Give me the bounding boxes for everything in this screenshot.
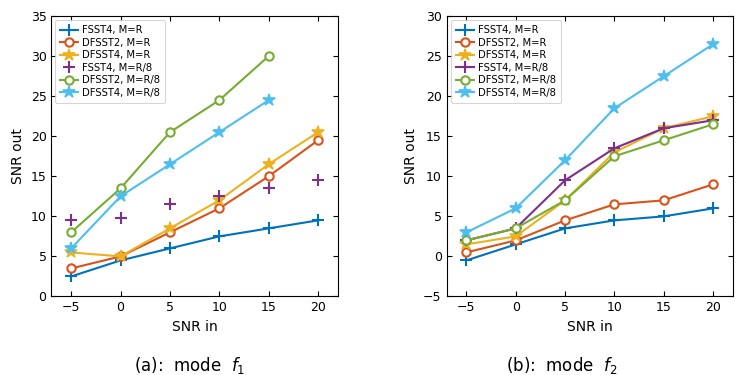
FSST4, M=R/8 bbox=[313, 178, 322, 183]
DFSST2, M=R/8 bbox=[511, 226, 520, 231]
Line: FSST4, M=R: FSST4, M=R bbox=[65, 215, 324, 282]
DFSST2, M=R bbox=[313, 138, 322, 142]
FSST4, M=R/8 bbox=[511, 226, 520, 231]
DFSST4, M=R bbox=[215, 198, 224, 202]
FSST4, M=R/8 bbox=[610, 146, 619, 150]
DFSST4, M=R/8 bbox=[560, 158, 569, 162]
FSST4, M=R bbox=[67, 274, 76, 279]
FSST4, M=R bbox=[165, 246, 174, 250]
DFSST4, M=R/8 bbox=[511, 206, 520, 211]
Line: FSST4, M=R/8: FSST4, M=R/8 bbox=[65, 175, 324, 226]
DFSST4, M=R bbox=[560, 198, 569, 202]
Legend: FSST4, M=R, DFSST2, M=R, DFSST4, M=R, FSST4, M=R/8, DFSST2, M=R/8, DFSST4, M=R/8: FSST4, M=R, DFSST2, M=R, DFSST4, M=R, FS… bbox=[55, 20, 165, 103]
DFSST2, M=R bbox=[462, 250, 471, 255]
DFSST2, M=R bbox=[116, 254, 125, 259]
DFSST4, M=R bbox=[264, 162, 273, 166]
FSST4, M=R bbox=[116, 258, 125, 262]
Line: DFSST4, M=R: DFSST4, M=R bbox=[65, 126, 324, 262]
DFSST4, M=R bbox=[610, 150, 619, 154]
DFSST4, M=R/8 bbox=[462, 230, 471, 235]
DFSST2, M=R/8 bbox=[610, 154, 619, 159]
FSST4, M=R bbox=[560, 226, 569, 231]
Line: FSST4, M=R: FSST4, M=R bbox=[461, 203, 719, 266]
DFSST2, M=R/8 bbox=[560, 198, 569, 202]
FSST4, M=R bbox=[313, 218, 322, 223]
DFSST4, M=R/8 bbox=[67, 246, 76, 250]
DFSST4, M=R/8 bbox=[215, 130, 224, 135]
DFSST2, M=R bbox=[610, 202, 619, 207]
DFSST4, M=R/8 bbox=[659, 74, 668, 78]
DFSST4, M=R bbox=[313, 130, 322, 135]
DFSST2, M=R/8 bbox=[67, 230, 76, 235]
Line: DFSST4, M=R: DFSST4, M=R bbox=[460, 110, 719, 251]
DFSST2, M=R bbox=[165, 230, 174, 235]
DFSST4, M=R/8 bbox=[116, 194, 125, 199]
DFSST2, M=R/8 bbox=[165, 130, 174, 135]
DFSST2, M=R bbox=[511, 238, 520, 243]
Text: (a):  mode  $f_1$: (a): mode $f_1$ bbox=[134, 355, 246, 375]
DFSST2, M=R bbox=[264, 174, 273, 178]
Y-axis label: SNR out: SNR out bbox=[11, 128, 25, 184]
FSST4, M=R/8 bbox=[116, 216, 125, 220]
DFSST2, M=R/8 bbox=[659, 138, 668, 142]
FSST4, M=R/8 bbox=[67, 218, 76, 223]
FSST4, M=R bbox=[215, 234, 224, 238]
FSST4, M=R bbox=[462, 258, 471, 262]
DFSST4, M=R bbox=[511, 234, 520, 238]
FSST4, M=R/8 bbox=[659, 126, 668, 130]
DFSST4, M=R/8 bbox=[264, 98, 273, 102]
DFSST2, M=R/8 bbox=[709, 122, 718, 126]
DFSST4, M=R/8 bbox=[610, 106, 619, 111]
X-axis label: SNR in: SNR in bbox=[567, 320, 612, 334]
FSST4, M=R bbox=[709, 206, 718, 211]
Line: DFSST4, M=R/8: DFSST4, M=R/8 bbox=[65, 94, 275, 255]
FSST4, M=R/8 bbox=[709, 118, 718, 123]
DFSST4, M=R bbox=[165, 226, 174, 231]
DFSST4, M=R bbox=[709, 114, 718, 118]
Line: DFSST2, M=R: DFSST2, M=R bbox=[67, 136, 322, 273]
FSST4, M=R bbox=[511, 242, 520, 247]
FSST4, M=R bbox=[610, 218, 619, 223]
DFSST2, M=R bbox=[560, 218, 569, 223]
DFSST2, M=R/8 bbox=[264, 54, 273, 58]
Line: DFSST2, M=R: DFSST2, M=R bbox=[462, 180, 717, 256]
FSST4, M=R/8 bbox=[165, 202, 174, 207]
Legend: FSST4, M=R, DFSST2, M=R, DFSST4, M=R, FSST4, M=R/8, DFSST2, M=R/8, DFSST4, M=R/8: FSST4, M=R, DFSST2, M=R, DFSST4, M=R, FS… bbox=[451, 20, 560, 103]
DFSST4, M=R/8 bbox=[709, 42, 718, 46]
Line: FSST4, M=R/8: FSST4, M=R/8 bbox=[461, 115, 719, 246]
Line: DFSST2, M=R/8: DFSST2, M=R/8 bbox=[67, 52, 273, 237]
DFSST4, M=R bbox=[659, 126, 668, 130]
Line: DFSST4, M=R/8: DFSST4, M=R/8 bbox=[460, 38, 719, 238]
FSST4, M=R/8 bbox=[215, 194, 224, 199]
Text: (b):  mode  $f_2$: (b): mode $f_2$ bbox=[506, 355, 618, 375]
FSST4, M=R/8 bbox=[560, 178, 569, 183]
Y-axis label: SNR out: SNR out bbox=[404, 128, 417, 184]
DFSST4, M=R bbox=[116, 254, 125, 259]
Line: DFSST2, M=R/8: DFSST2, M=R/8 bbox=[462, 120, 717, 244]
FSST4, M=R/8 bbox=[264, 186, 273, 190]
FSST4, M=R/8 bbox=[462, 238, 471, 243]
X-axis label: SNR in: SNR in bbox=[172, 320, 217, 334]
DFSST2, M=R bbox=[659, 198, 668, 202]
DFSST4, M=R bbox=[67, 250, 76, 255]
FSST4, M=R bbox=[264, 226, 273, 231]
DFSST2, M=R/8 bbox=[116, 186, 125, 190]
DFSST2, M=R/8 bbox=[215, 98, 224, 102]
DFSST2, M=R bbox=[709, 182, 718, 187]
FSST4, M=R bbox=[659, 214, 668, 219]
DFSST2, M=R bbox=[67, 266, 76, 271]
DFSST4, M=R/8 bbox=[165, 162, 174, 166]
DFSST2, M=R bbox=[215, 206, 224, 211]
DFSST4, M=R bbox=[462, 242, 471, 247]
DFSST2, M=R/8 bbox=[462, 238, 471, 243]
